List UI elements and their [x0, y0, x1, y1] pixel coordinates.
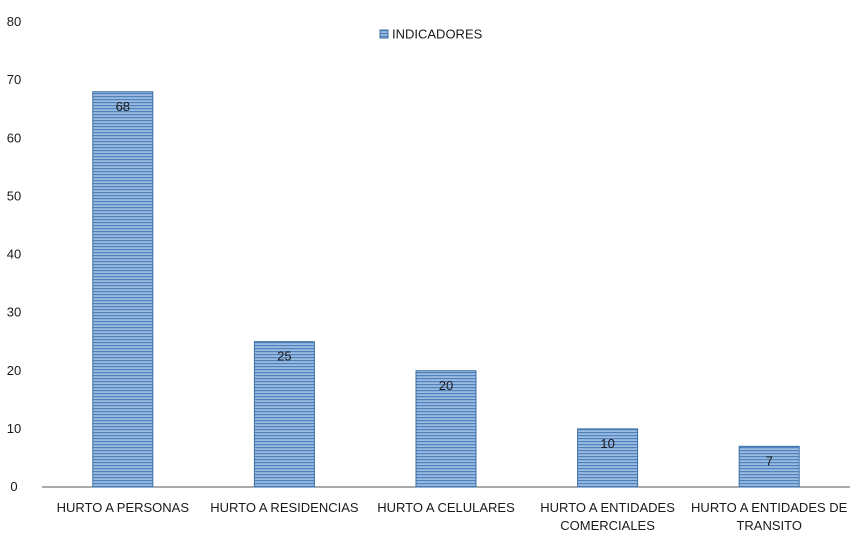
y-tick-label: 30 [7, 305, 21, 320]
x-category-label: HURTO A PERSONAS [57, 500, 190, 515]
bar [92, 91, 154, 488]
x-category-label: HURTO A ENTIDADES COMERCIALES [540, 500, 675, 533]
legend: INDICADORES [379, 27, 483, 42]
bars-group: 68 25 20 10 7 [92, 91, 800, 488]
x-axis: HURTO A PERSONAS HURTO A RESIDENCIAS HURTO… [42, 486, 850, 533]
x-category-label: HURTO A RESIDENCIAS [210, 500, 359, 515]
bar-value-label: 25 [277, 349, 291, 364]
bar-value-label: 10 [600, 436, 614, 451]
y-tick-label: 40 [7, 247, 21, 262]
x-category-label: HURTO A CELULARES [377, 500, 515, 515]
legend-swatch [379, 29, 389, 39]
y-tick-label: 80 [7, 14, 21, 29]
y-tick-label: 50 [7, 188, 21, 203]
y-tick-label: 20 [7, 363, 21, 378]
bar-value-label: 7 [766, 453, 773, 468]
y-tick-label: 60 [7, 130, 21, 145]
legend-label: INDICADORES [392, 27, 483, 42]
y-tick-label: 70 [7, 72, 21, 87]
bar-value-label: 20 [439, 378, 453, 393]
y-tick-label: 0 [10, 479, 17, 494]
y-tick-label: 10 [7, 421, 21, 436]
bar [738, 445, 800, 488]
bar [415, 370, 477, 488]
bar-value-label: 68 [116, 99, 130, 114]
bar [253, 341, 315, 488]
y-axis: 0 10 20 30 40 50 60 70 80 [7, 14, 21, 494]
x-category-label: HURTO A ENTIDADES DE TRANSITO [691, 500, 848, 533]
bar [577, 428, 639, 488]
